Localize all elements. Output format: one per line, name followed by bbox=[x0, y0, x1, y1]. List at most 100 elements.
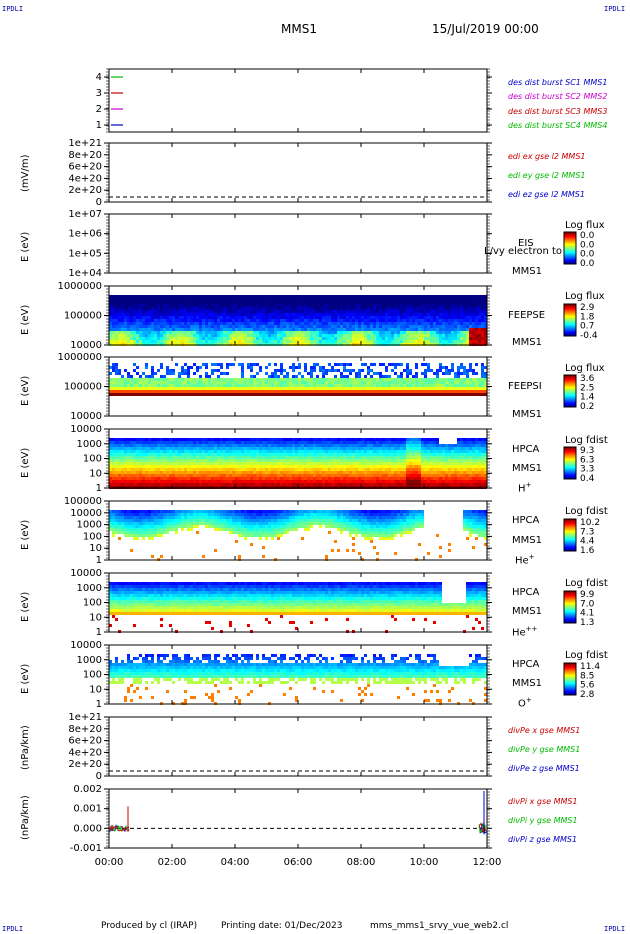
heatmap-cell bbox=[112, 387, 115, 390]
heatmap-cell bbox=[121, 301, 124, 304]
heatmap-cell bbox=[112, 438, 115, 441]
heatmap-cell bbox=[244, 301, 247, 304]
heatmap-cell bbox=[166, 366, 169, 369]
heatmap-cell bbox=[112, 331, 115, 334]
heatmap-cell bbox=[205, 456, 208, 459]
heatmap-cell bbox=[157, 384, 160, 387]
heatmap-cell bbox=[139, 325, 142, 328]
heatmap-cell bbox=[121, 384, 124, 387]
heatmap-cell bbox=[238, 456, 241, 459]
heatmap-cell bbox=[115, 366, 118, 369]
heatmap-cell bbox=[469, 304, 472, 307]
heatmap-cell bbox=[133, 390, 136, 393]
heatmap-cell bbox=[238, 393, 241, 396]
heatmap-cell bbox=[322, 381, 325, 384]
heatmap-cell bbox=[229, 378, 232, 381]
heatmap-cell bbox=[343, 444, 346, 447]
heatmap-cell bbox=[112, 477, 115, 480]
heatmap-cell bbox=[151, 325, 154, 328]
heatmap-cell bbox=[301, 325, 304, 328]
heatmap-cell bbox=[217, 301, 220, 304]
heatmap-cell bbox=[241, 307, 244, 310]
heatmap-cell bbox=[316, 447, 319, 450]
heatmap-cell bbox=[301, 465, 304, 468]
heatmap-cell bbox=[406, 316, 409, 319]
heatmap-cell bbox=[241, 387, 244, 390]
heatmap-cell bbox=[310, 313, 313, 316]
heatmap-cell bbox=[259, 337, 262, 340]
heatmap-cell bbox=[280, 337, 283, 340]
heatmap-cell bbox=[379, 375, 382, 378]
heatmap-cell bbox=[127, 328, 130, 331]
heatmap-cell bbox=[325, 328, 328, 331]
heatmap-cell bbox=[253, 456, 256, 459]
heatmap-cell bbox=[238, 438, 241, 441]
heatmap-cell bbox=[415, 387, 418, 390]
heatmap-cell bbox=[259, 307, 262, 310]
heatmap-cell bbox=[385, 322, 388, 325]
heatmap-cell bbox=[373, 340, 376, 343]
heatmap-cell bbox=[310, 456, 313, 459]
heatmap-cell bbox=[151, 334, 154, 337]
heatmap-cell bbox=[442, 337, 445, 340]
heatmap-cell bbox=[316, 316, 319, 319]
heatmap-cell bbox=[235, 390, 238, 393]
heatmap-cell bbox=[328, 310, 331, 313]
heatmap-cell bbox=[196, 334, 199, 337]
heatmap-cell bbox=[175, 474, 178, 477]
heatmap-cell bbox=[127, 340, 130, 343]
heatmap-cell bbox=[310, 304, 313, 307]
heatmap-cell bbox=[223, 450, 226, 453]
heatmap-cell bbox=[364, 295, 367, 298]
heatmap-cell bbox=[217, 465, 220, 468]
heatmap-cell bbox=[433, 304, 436, 307]
heatmap-cell bbox=[169, 322, 172, 325]
heatmap-cell bbox=[484, 316, 487, 319]
heatmap-cell bbox=[235, 444, 238, 447]
heatmap-cell bbox=[253, 325, 256, 328]
heatmap-cell bbox=[472, 313, 475, 316]
heatmap-cell bbox=[178, 337, 181, 340]
heatmap-cell bbox=[400, 372, 403, 375]
heatmap-cell bbox=[214, 441, 217, 444]
heatmap-cell bbox=[259, 459, 262, 462]
heatmap-cell bbox=[196, 295, 199, 298]
heatmap-cell bbox=[367, 366, 370, 369]
heatmap-cell bbox=[448, 301, 451, 304]
heatmap-cell bbox=[331, 304, 334, 307]
heatmap-cell bbox=[286, 390, 289, 393]
heatmap-cell bbox=[472, 325, 475, 328]
heatmap-cell bbox=[205, 474, 208, 477]
heatmap-cell bbox=[355, 316, 358, 319]
heatmap-cell bbox=[466, 393, 469, 396]
colorbar-cell bbox=[564, 315, 576, 317]
heatmap-cell bbox=[181, 301, 184, 304]
heatmap-cell bbox=[193, 474, 196, 477]
heatmap-cell bbox=[292, 322, 295, 325]
heatmap-cell bbox=[358, 387, 361, 390]
heatmap-cell bbox=[154, 381, 157, 384]
heatmap-cell bbox=[319, 369, 322, 372]
heatmap-cell bbox=[151, 393, 154, 396]
heatmap-cell bbox=[307, 480, 310, 483]
heatmap-cell bbox=[229, 393, 232, 396]
heatmap-cell bbox=[427, 390, 430, 393]
heatmap-cell bbox=[139, 438, 142, 441]
heatmap-cell bbox=[283, 316, 286, 319]
heatmap-cell bbox=[166, 328, 169, 331]
heatmap-cell bbox=[112, 334, 115, 337]
heatmap-cell bbox=[157, 310, 160, 313]
heatmap-cell bbox=[334, 304, 337, 307]
heatmap-cell bbox=[463, 325, 466, 328]
heatmap-cell bbox=[421, 304, 424, 307]
heatmap-cell bbox=[337, 316, 340, 319]
heatmap-cell bbox=[109, 378, 112, 381]
heatmap-cell bbox=[250, 393, 253, 396]
heatmap-cell bbox=[325, 390, 328, 393]
heatmap-cell bbox=[157, 331, 160, 334]
heatmap-cell bbox=[190, 462, 193, 465]
heatmap-cell bbox=[346, 316, 349, 319]
heatmap-cell bbox=[202, 310, 205, 313]
heatmap-cell bbox=[244, 393, 247, 396]
heatmap-cell bbox=[217, 483, 220, 486]
